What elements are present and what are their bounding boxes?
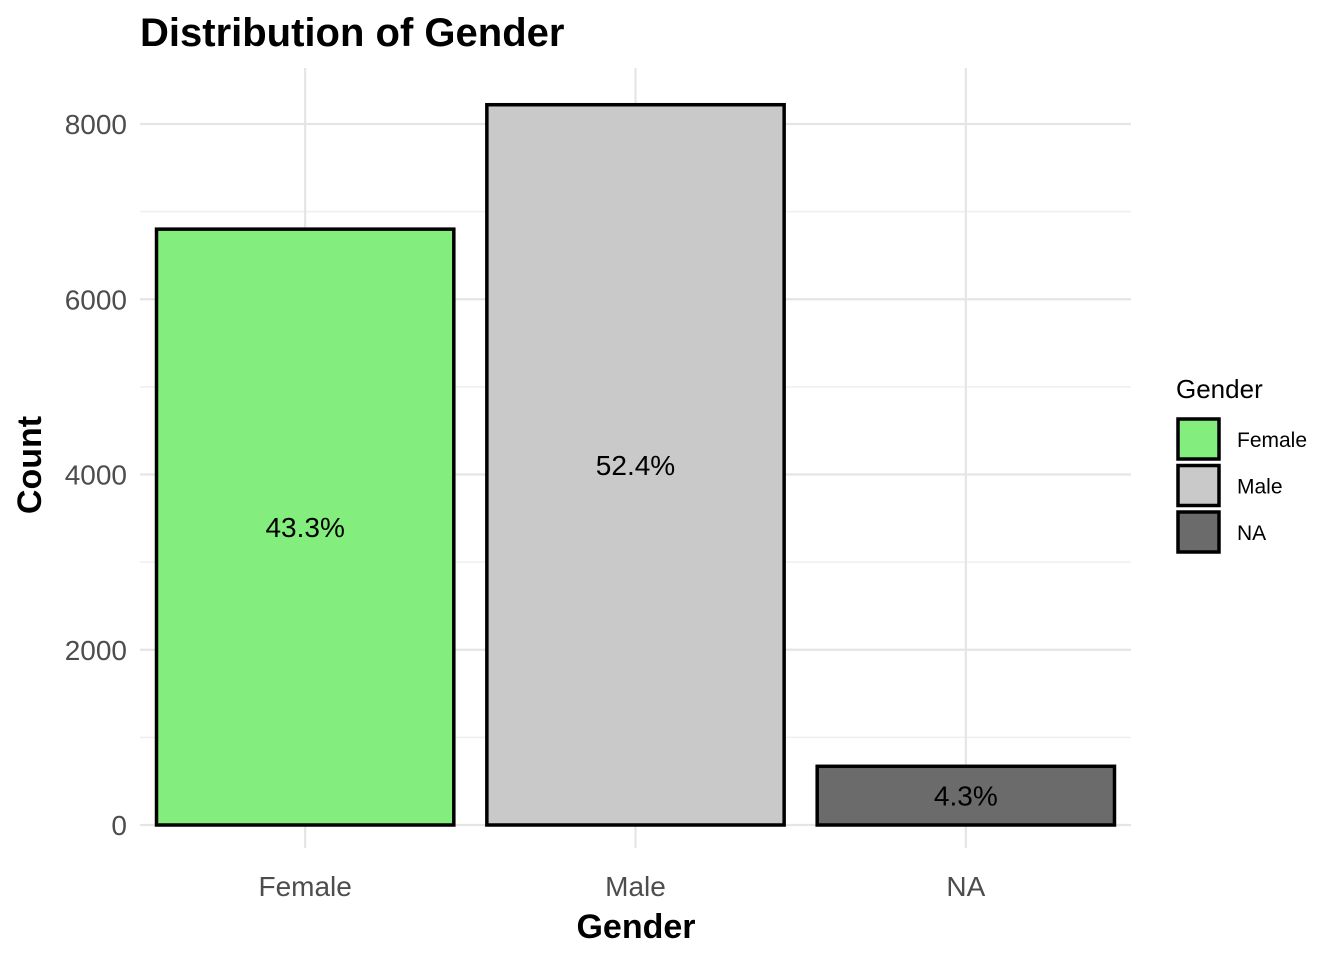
legend-label-female: Female	[1237, 429, 1307, 452]
data-label-male: 52.4%	[596, 450, 675, 481]
legend-title: Gender	[1176, 374, 1263, 404]
bar-na	[815, 764, 1117, 827]
y-tick-label: 0	[111, 810, 127, 841]
data-label-female: 43.3%	[265, 512, 344, 543]
data-label-na: 4.3%	[934, 781, 998, 812]
chart-title: Distribution of Gender	[140, 11, 564, 55]
y-tick-label: 2000	[65, 635, 127, 666]
legend-label-na: NA	[1237, 522, 1266, 545]
x-axis-ticks: Female Male NA	[258, 871, 985, 902]
legend-key-na	[1176, 510, 1221, 554]
bars	[154, 102, 1117, 827]
x-tick-label: Female	[258, 871, 351, 902]
y-tick-label: 6000	[65, 284, 127, 315]
y-axis-ticks: 0 2000 4000 6000 8000	[65, 109, 127, 841]
x-tick-label: NA	[946, 871, 985, 902]
legend: Gender Female Male NA	[1176, 374, 1307, 554]
x-tick-label: Male	[605, 871, 666, 902]
x-axis-title: Gender	[576, 908, 695, 946]
y-tick-label: 8000	[65, 109, 127, 140]
y-tick-label: 4000	[65, 460, 127, 491]
legend-key-male	[1176, 463, 1221, 508]
legend-key-female	[1176, 417, 1221, 461]
y-axis-title: Count	[11, 416, 49, 514]
data-labels: 43.3% 52.4% 4.3%	[265, 450, 997, 812]
legend-label-male: Male	[1237, 476, 1283, 499]
bar-male	[485, 102, 786, 827]
bar-female	[154, 227, 456, 827]
